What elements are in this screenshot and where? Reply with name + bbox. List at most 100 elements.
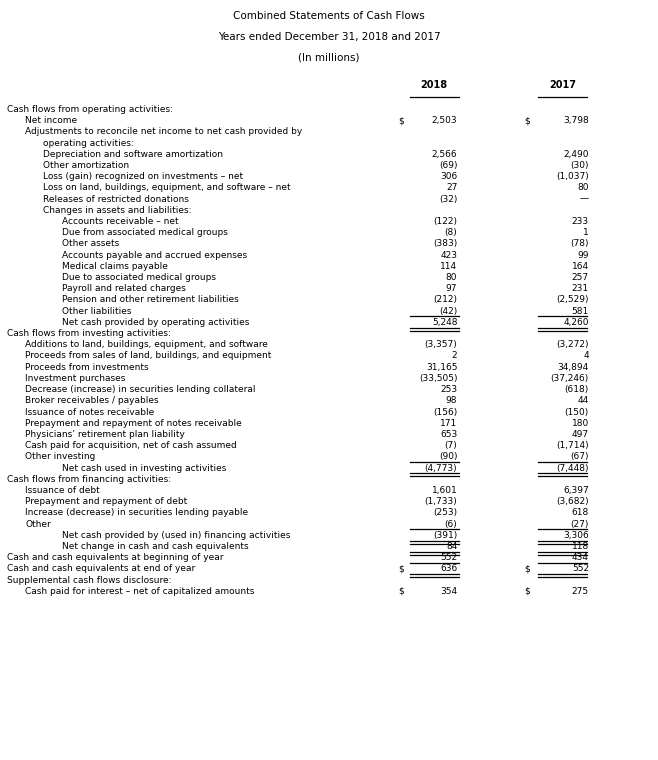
Text: (391): (391) [433,530,457,540]
Text: $: $ [524,565,530,574]
Text: 2,503: 2,503 [432,116,457,125]
Text: 2: 2 [451,351,457,360]
Text: Cash flows from investing activities:: Cash flows from investing activities: [7,329,170,338]
Text: (3,272): (3,272) [557,340,589,350]
Text: 114: 114 [440,261,457,271]
Text: 80: 80 [446,273,457,282]
Text: 1: 1 [583,228,589,237]
Text: 171: 171 [440,419,457,428]
Text: 497: 497 [572,430,589,439]
Text: Net income: Net income [25,116,77,125]
Text: (3,682): (3,682) [556,497,589,506]
Text: 434: 434 [572,553,589,562]
Text: Pension and other retirement liabilities: Pension and other retirement liabilities [62,296,239,305]
Text: 423: 423 [440,251,457,260]
Text: 164: 164 [572,261,589,271]
Text: 306: 306 [440,173,457,181]
Text: Loss on land, buildings, equipment, and software – net: Loss on land, buildings, equipment, and … [43,183,291,192]
Text: (4,773): (4,773) [424,464,457,473]
Text: Broker receivables / payables: Broker receivables / payables [25,397,159,405]
Text: Cash and cash equivalents at beginning of year: Cash and cash equivalents at beginning o… [7,553,223,562]
Text: 618: 618 [572,508,589,518]
Text: Net cash provided by (used in) financing activities: Net cash provided by (used in) financing… [62,530,290,540]
Text: (1,733): (1,733) [424,497,457,506]
Text: 180: 180 [572,419,589,428]
Text: (1,714): (1,714) [556,441,589,450]
Text: 257: 257 [572,273,589,282]
Text: 253: 253 [440,385,457,394]
Text: 653: 653 [440,430,457,439]
Text: 1,601: 1,601 [432,486,457,495]
Text: 3,306: 3,306 [563,530,589,540]
Text: Decrease (increase) in securities lending collateral: Decrease (increase) in securities lendin… [25,385,255,394]
Text: (32): (32) [439,195,457,204]
Text: Cash and cash equivalents at end of year: Cash and cash equivalents at end of year [7,565,195,574]
Text: Net cash used in investing activities: Net cash used in investing activities [62,464,226,473]
Text: (6): (6) [445,520,457,529]
Text: (30): (30) [570,161,589,170]
Text: (42): (42) [439,306,457,315]
Text: Investment purchases: Investment purchases [25,374,126,383]
Text: $: $ [398,565,404,574]
Text: 99: 99 [578,251,589,260]
Text: $: $ [524,116,530,125]
Text: Accounts payable and accrued expenses: Accounts payable and accrued expenses [62,251,247,260]
Text: 80: 80 [578,183,589,192]
Text: Issuance of notes receivable: Issuance of notes receivable [25,407,154,416]
Text: 2,566: 2,566 [432,150,457,159]
Text: (7,448): (7,448) [557,464,589,473]
Text: 552: 552 [572,565,589,574]
Text: Prepayment and repayment of debt: Prepayment and repayment of debt [25,497,188,506]
Text: 97: 97 [446,284,457,293]
Text: (8): (8) [445,228,457,237]
Text: Other liabilities: Other liabilities [62,306,132,315]
Text: (1,037): (1,037) [556,173,589,181]
Text: $: $ [524,587,530,596]
Text: (69): (69) [439,161,457,170]
Text: Other amortization: Other amortization [43,161,130,170]
Text: 4: 4 [583,351,589,360]
Text: (37,246): (37,246) [551,374,589,383]
Text: 2,490: 2,490 [563,150,589,159]
Text: (156): (156) [433,407,457,416]
Text: Changes in assets and liabilities:: Changes in assets and liabilities: [43,206,192,215]
Text: Physicians’ retirement plan liability: Physicians’ retirement plan liability [25,430,185,439]
Text: Other assets: Other assets [62,239,119,249]
Text: Proceeds from investments: Proceeds from investments [25,363,149,372]
Text: Due to associated medical groups: Due to associated medical groups [62,273,216,282]
Text: Prepayment and repayment of notes receivable: Prepayment and repayment of notes receiv… [25,419,241,428]
Text: (2,529): (2,529) [557,296,589,305]
Text: 44: 44 [578,397,589,405]
Text: (7): (7) [445,441,457,450]
Text: 2017: 2017 [549,80,576,90]
Text: —: — [580,195,589,204]
Text: Years ended December 31, 2018 and 2017: Years ended December 31, 2018 and 2017 [218,32,440,42]
Text: 31,165: 31,165 [426,363,457,372]
Text: 118: 118 [572,542,589,551]
Text: Cash flows from financing activities:: Cash flows from financing activities: [7,475,170,484]
Text: Payroll and related charges: Payroll and related charges [62,284,186,293]
Text: $: $ [398,587,404,596]
Text: (618): (618) [565,385,589,394]
Text: Net change in cash and cash equivalents: Net change in cash and cash equivalents [62,542,249,551]
Text: (253): (253) [433,508,457,518]
Text: (90): (90) [439,452,457,461]
Text: Medical claims payable: Medical claims payable [62,261,168,271]
Text: (27): (27) [570,520,589,529]
Text: 27: 27 [446,183,457,192]
Text: Releases of restricted donations: Releases of restricted donations [43,195,190,204]
Text: 34,894: 34,894 [558,363,589,372]
Text: Increase (decrease) in securities lending payable: Increase (decrease) in securities lendin… [25,508,248,518]
Text: Loss (gain) recognized on investments – net: Loss (gain) recognized on investments – … [43,173,243,181]
Text: Net cash provided by operating activities: Net cash provided by operating activitie… [62,318,249,327]
Text: (67): (67) [570,452,589,461]
Text: operating activities:: operating activities: [43,138,134,147]
Text: (212): (212) [434,296,457,305]
Text: Other investing: Other investing [25,452,95,461]
Text: $: $ [398,116,404,125]
Text: 581: 581 [572,306,589,315]
Text: (33,505): (33,505) [418,374,457,383]
Text: Proceeds from sales of land, buildings, and equipment: Proceeds from sales of land, buildings, … [25,351,271,360]
Text: 98: 98 [446,397,457,405]
Text: 231: 231 [572,284,589,293]
